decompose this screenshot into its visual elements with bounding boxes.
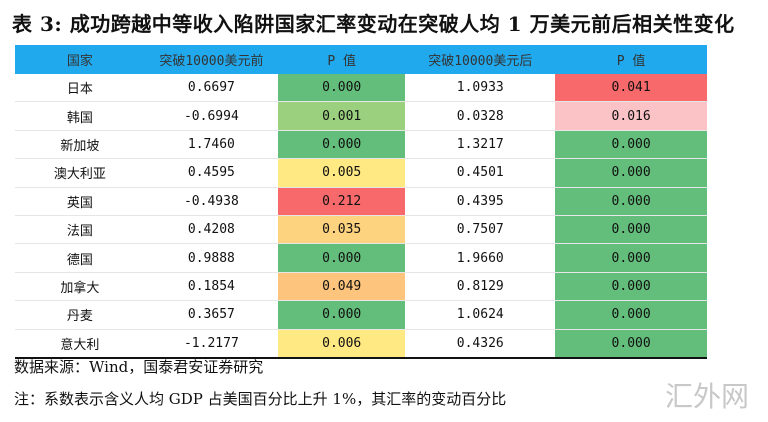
header-p1: P 值	[278, 45, 406, 74]
after-value: 1.0933	[405, 74, 556, 103]
table-row: 意大利 -1.2177 0.006 0.4326 0.000	[15, 329, 707, 359]
before-value: -0.4938	[144, 187, 279, 216]
p-value-after: 0.000	[555, 272, 707, 302]
country-cell: 澳大利亚	[15, 158, 145, 188]
table-row: 法国 0.4208 0.035 0.7507 0.000	[15, 215, 707, 245]
after-value: 0.4395	[405, 187, 556, 216]
p-value-before: 0.000	[278, 130, 406, 160]
p-value-before: 0.049	[278, 272, 406, 302]
country-cell: 加拿大	[15, 272, 145, 302]
country-cell: 德国	[15, 243, 145, 273]
before-value: 0.3657	[144, 300, 279, 330]
after-value: 0.4326	[405, 329, 556, 359]
source-text: 数据来源：Wind，国泰君安证券研究	[14, 358, 264, 376]
p-value-before: 0.000	[278, 243, 406, 273]
p-value-after: 0.000	[555, 215, 707, 245]
p-value-after: 0.000	[555, 329, 707, 359]
table-row: 韩国 -0.6994 0.001 0.0328 0.016	[15, 101, 707, 131]
after-value: 0.7507	[405, 215, 556, 245]
after-value: 1.3217	[405, 130, 556, 160]
p-value-after: 0.000	[555, 300, 707, 330]
table-row: 澳大利亚 0.4595 0.005 0.4501 0.000	[15, 158, 707, 188]
before-value: 0.9888	[144, 243, 279, 273]
country-cell: 法国	[15, 215, 145, 245]
country-cell: 丹麦	[15, 300, 145, 330]
country-cell: 日本	[15, 74, 145, 103]
before-value: 1.7460	[144, 130, 279, 160]
after-value: 1.9660	[405, 243, 556, 273]
header-before: 突破10000美元前	[144, 45, 279, 74]
country-cell: 韩国	[15, 101, 145, 131]
p-value-after: 0.016	[555, 101, 707, 131]
table-row: 新加坡 1.7460 0.000 1.3217 0.000	[15, 130, 707, 160]
p-value-after: 0.041	[555, 74, 707, 103]
header-after: 突破10000美元后	[405, 45, 556, 74]
before-value: -0.6994	[144, 101, 279, 131]
table-row: 英国 -0.4938 0.212 0.4395 0.000	[15, 187, 707, 216]
header-country: 国家	[15, 45, 145, 74]
p-value-before: 0.006	[278, 329, 406, 359]
before-value: 0.4208	[144, 215, 279, 245]
table-title: 表 3: 成功跨越中等收入陷阱国家汇率变动在突破人均 1 万美元前后相关性变化	[12, 12, 735, 36]
before-value: 0.1854	[144, 272, 279, 302]
p-value-after: 0.000	[555, 187, 707, 216]
p-value-before: 0.005	[278, 158, 406, 188]
before-value: -1.2177	[144, 329, 279, 359]
table-row: 日本 0.6697 0.000 1.0933 0.041	[15, 74, 707, 103]
after-value: 0.0328	[405, 101, 556, 131]
p-value-before: 0.001	[278, 101, 406, 131]
p-value-after: 0.000	[555, 158, 707, 188]
after-value: 1.0624	[405, 300, 556, 330]
country-cell: 英国	[15, 187, 145, 216]
note-text: 注：系数表示含义人均 GDP 占美国百分比上升 1%，其汇率的变动百分比	[14, 390, 507, 408]
after-value: 0.4501	[405, 158, 556, 188]
p-value-before: 0.000	[278, 74, 406, 103]
p-value-before: 0.035	[278, 215, 406, 245]
table-row: 德国 0.9888 0.000 1.9660 0.000	[15, 243, 707, 273]
watermark-logo: 汇外网	[665, 380, 750, 413]
before-value: 0.6697	[144, 74, 279, 103]
table-row: 加拿大 0.1854 0.049 0.8129 0.000	[15, 272, 707, 302]
table-row: 丹麦 0.3657 0.000 1.0624 0.000	[15, 300, 707, 330]
data-table: 国家 突破10000美元前 P 值 突破10000美元后 P 值 日本 0.669…	[15, 45, 707, 359]
p-value-after: 0.000	[555, 130, 707, 160]
p-value-after: 0.000	[555, 243, 707, 273]
country-cell: 新加坡	[15, 130, 145, 160]
p-value-before: 0.000	[278, 300, 406, 330]
header-p2: P 值	[555, 45, 707, 74]
p-value-before: 0.212	[278, 187, 406, 216]
after-value: 0.8129	[405, 272, 556, 302]
country-cell: 意大利	[15, 329, 145, 359]
before-value: 0.4595	[144, 158, 279, 188]
